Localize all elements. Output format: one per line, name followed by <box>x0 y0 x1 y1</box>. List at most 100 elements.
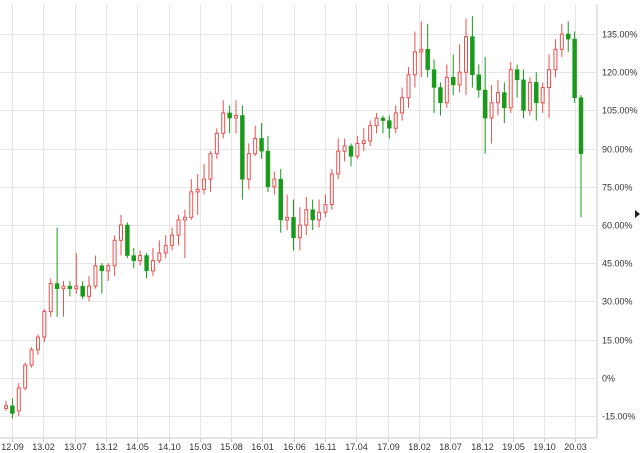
candle <box>297 207 302 251</box>
candle <box>227 105 232 134</box>
candle <box>131 247 137 269</box>
candle-body <box>540 86 545 104</box>
candle-body <box>163 244 168 254</box>
candle-body <box>106 265 111 272</box>
candle-body <box>29 349 34 366</box>
candle-body <box>368 125 373 142</box>
x-tick-label: 18.07 <box>439 442 462 452</box>
candle <box>10 398 15 419</box>
candle-body <box>393 112 398 129</box>
candle <box>182 209 187 259</box>
candle-body <box>176 219 181 236</box>
candle-body <box>297 224 302 239</box>
candle <box>99 263 105 294</box>
y-tick-label: 30.00% <box>602 297 633 307</box>
candle <box>304 196 309 236</box>
candle-body <box>246 153 251 180</box>
candle <box>329 168 334 210</box>
candle-body <box>578 97 584 154</box>
candle-body <box>74 285 79 290</box>
candle <box>16 382 21 416</box>
candle-body <box>61 285 66 290</box>
y-tick-label: 45.00% <box>602 259 633 269</box>
candle-body <box>10 405 15 414</box>
candle <box>464 18 468 96</box>
candle-body <box>93 265 98 287</box>
candle-body <box>189 191 194 218</box>
candle <box>35 334 40 355</box>
candle-body <box>138 255 143 262</box>
y-tick-label: 105.00% <box>602 106 638 116</box>
x-tick-label: 13.12 <box>95 442 118 452</box>
candle <box>502 82 507 124</box>
candle <box>361 128 366 152</box>
candle <box>214 128 219 159</box>
candle-body <box>482 89 488 119</box>
x-tick-label: 18.12 <box>471 442 494 452</box>
scroll-right-arrow-icon[interactable] <box>635 210 640 218</box>
grid-lines <box>0 4 598 442</box>
candle-body <box>131 255 137 261</box>
candle <box>540 82 545 113</box>
candle-body <box>348 145 354 157</box>
candle <box>336 138 341 180</box>
y-tick-label: 75.00% <box>602 183 633 193</box>
candle <box>119 214 123 256</box>
candle-body <box>317 211 322 221</box>
candle-body <box>444 76 449 104</box>
candle <box>285 194 290 231</box>
candle <box>170 227 175 251</box>
x-tick-label: 17.09 <box>377 442 400 452</box>
candle-body <box>125 224 130 256</box>
candle-body <box>521 79 526 111</box>
candle <box>265 135 271 192</box>
candle <box>240 105 245 200</box>
candle <box>572 31 577 103</box>
candle <box>202 163 207 195</box>
candle <box>87 275 92 302</box>
candle <box>150 247 155 276</box>
candle-body <box>438 87 443 104</box>
x-tick-label: 19.10 <box>533 442 556 452</box>
candle <box>157 240 162 264</box>
candle <box>67 281 73 297</box>
candle-body <box>514 69 520 81</box>
candle-body <box>323 204 328 213</box>
candle <box>317 199 322 228</box>
candle-body <box>387 120 392 129</box>
candle <box>521 69 526 119</box>
candle <box>125 222 130 259</box>
y-tick-label: 135.00% <box>602 30 638 40</box>
candle <box>189 179 194 220</box>
x-tick-label: 14.05 <box>126 442 149 452</box>
candle <box>323 194 328 218</box>
candle-body <box>291 217 296 238</box>
candle <box>438 82 443 116</box>
x-tick-label: 20.03 <box>564 442 587 452</box>
candle <box>74 253 79 294</box>
candle-body <box>170 234 175 246</box>
candle-body <box>54 283 60 289</box>
y-tick-label: 15.00% <box>602 336 633 346</box>
candle-body <box>572 38 577 98</box>
candle-body <box>285 216 290 221</box>
candle-body <box>547 69 552 88</box>
candle-body <box>42 311 47 338</box>
candle-body <box>227 112 232 119</box>
candle-body <box>157 252 162 262</box>
x-tick-label: 18.02 <box>408 442 431 452</box>
candle <box>374 112 379 134</box>
candle <box>380 115 386 134</box>
candle-body <box>450 77 456 86</box>
candle-body <box>412 51 417 76</box>
candle-body <box>431 69 437 88</box>
candle <box>106 263 111 282</box>
candle <box>431 59 437 113</box>
candle <box>559 23 564 57</box>
candle-body <box>310 209 315 221</box>
candle <box>457 44 462 93</box>
candle-body <box>502 92 507 109</box>
candle-body <box>553 48 558 71</box>
x-tick-label: 17.04 <box>345 442 368 452</box>
candle-body <box>265 150 271 188</box>
